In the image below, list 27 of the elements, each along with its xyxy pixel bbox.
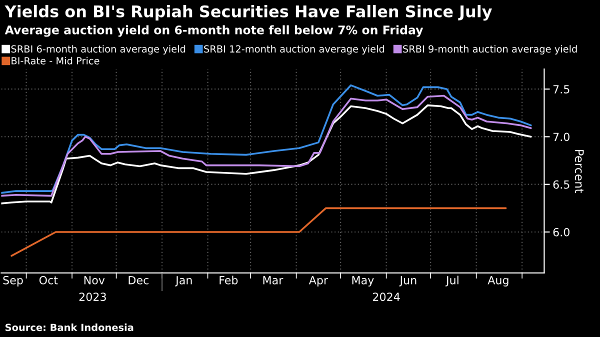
x-tick-label: Oct bbox=[39, 276, 58, 284]
chart-subtitle: Average auction yield on 6-month note fell below 7% on Friday bbox=[4, 25, 424, 37]
x-tick-label: May bbox=[352, 276, 374, 286]
x-tick-label: Apr bbox=[308, 276, 328, 286]
legend-label: SRBI 6-month auction average yield bbox=[11, 45, 186, 54]
line-series bbox=[1, 104, 532, 204]
legend-label: SRBI 12-month auction average yield bbox=[204, 45, 384, 54]
source-note: Source: Bank Indonesia bbox=[5, 324, 134, 332]
x-tick-label: Mar bbox=[263, 276, 284, 284]
legend-label: BI-Rate - Mid Price bbox=[12, 56, 100, 64]
x2-tick-label: 2023 bbox=[79, 292, 106, 302]
y-tick-label: 6.0 bbox=[553, 228, 570, 236]
x-tick-label: Nov bbox=[84, 276, 105, 284]
y-tick-label: 6.5 bbox=[553, 180, 570, 189]
x-tick-label: Jan bbox=[175, 276, 192, 286]
y-tick-label: 7.5 bbox=[553, 85, 570, 94]
y-tick-label: 7.0 bbox=[553, 132, 570, 142]
x-tick-label: Sep bbox=[3, 276, 23, 286]
x-tick-label: Dec bbox=[128, 276, 148, 284]
x-tick-label: Aug bbox=[488, 276, 508, 286]
x-tick-label: Jun bbox=[399, 276, 416, 286]
x-tick-label: Feb bbox=[220, 276, 238, 284]
legend-label: SRBI 9-month auction average yield bbox=[403, 45, 577, 54]
x-tick-label: Jul bbox=[445, 276, 458, 286]
y-axis-title: Percent bbox=[574, 150, 584, 193]
chart-title: Yields on BI's Rupiah Securities Have Fallen Since July bbox=[4, 5, 492, 21]
x2-tick-label: 2024 bbox=[372, 292, 400, 302]
